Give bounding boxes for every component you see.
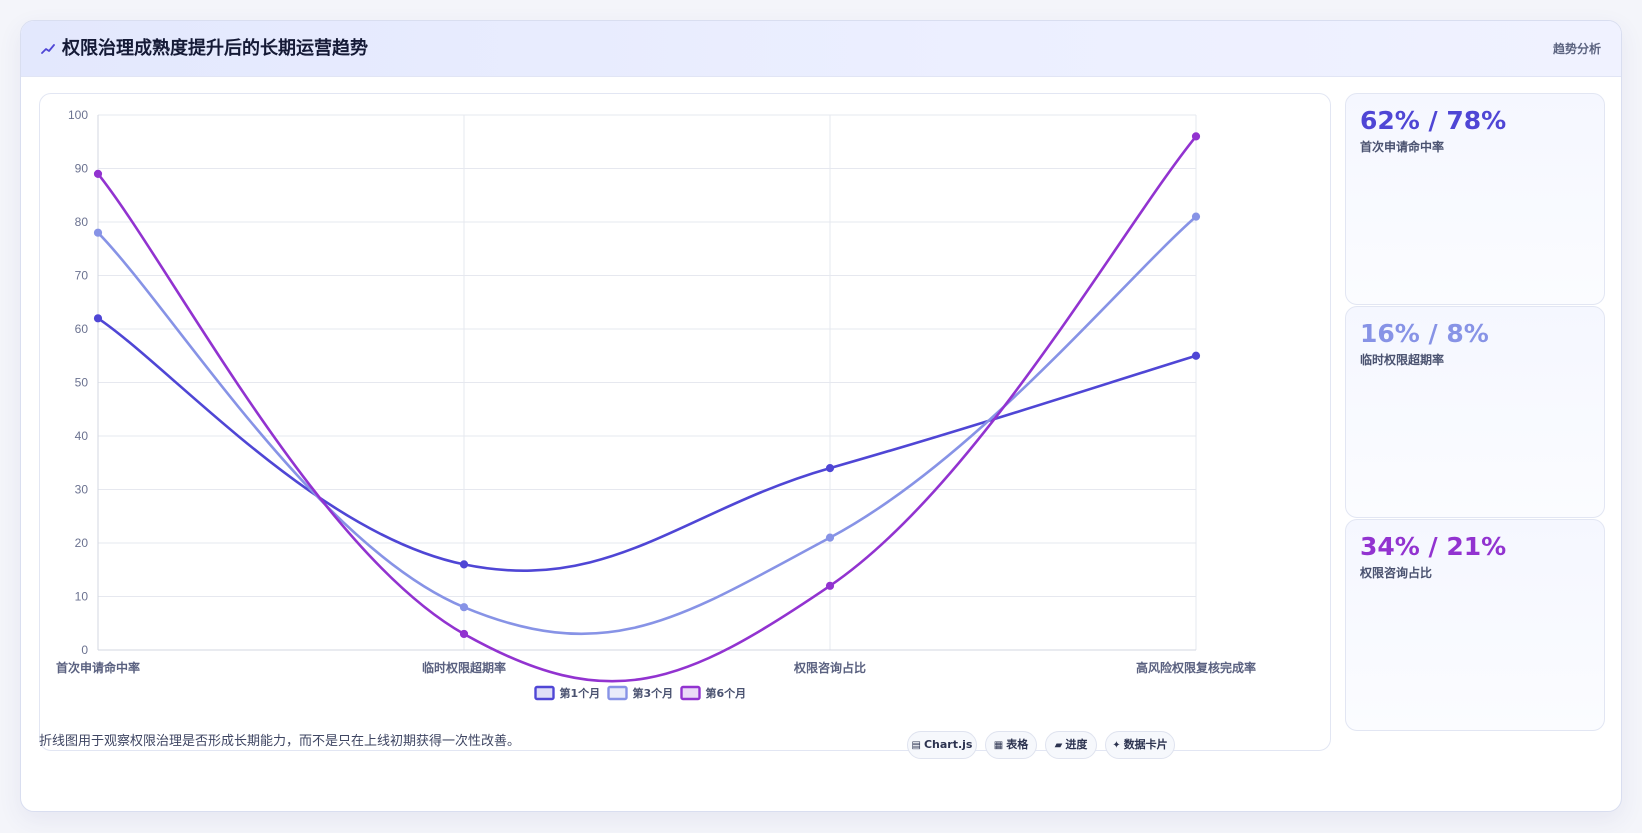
y-tick-label: 40 xyxy=(75,429,89,443)
sparkle-icon: ✦ xyxy=(1112,740,1121,751)
y-tick-label: 80 xyxy=(75,215,89,229)
card-header: 权限治理成熟度提升后的长期运营趋势 趋势分析 xyxy=(21,21,1621,77)
series-line-2[interactable] xyxy=(96,215,1198,636)
y-tick-label: 70 xyxy=(75,269,89,283)
y-tick-label: 60 xyxy=(75,322,89,336)
chip-table[interactable]: ▦ 表格 xyxy=(985,731,1037,759)
stat-value: 16% / 8% xyxy=(1360,319,1489,348)
y-tick-label: 50 xyxy=(75,376,89,390)
data-point[interactable] xyxy=(825,533,835,542)
table-icon: ▦ xyxy=(993,740,1004,751)
chip-data-card[interactable]: ✦ 数据卡片 xyxy=(1105,731,1175,759)
legend-item-2[interactable]: 第3个月 xyxy=(607,685,674,701)
stat-card-hit-rate: 62% / 78% 首次申请命中率 xyxy=(1345,93,1605,305)
y-tick-label: 100 xyxy=(68,108,88,122)
chart-icon: ▤ xyxy=(911,740,921,751)
y-tick-label: 90 xyxy=(75,162,89,176)
legend-swatch xyxy=(680,685,701,701)
stat-card-overdue-rate: 16% / 8% 临时权限超期率 xyxy=(1345,306,1605,518)
stat-label: 首次申请命中率 xyxy=(1360,140,1445,154)
y-tick-label: 30 xyxy=(75,483,89,497)
chart-panel: 0 10 20 30 40 50 60 70 80 90 100 首次申请命中率 临时权限超期率 权限咨询… xyxy=(39,93,1331,751)
x-tick-label: 高风险权限复核完成率 xyxy=(1136,660,1256,675)
trend-card: 权限治理成熟度提升后的长期运营趋势 趋势分析 0 10 20 30 40 50 60 70 80… xyxy=(20,20,1622,812)
data-point[interactable] xyxy=(1191,212,1201,221)
data-point[interactable] xyxy=(459,629,469,639)
x-tick-label: 临时权限超期率 xyxy=(422,660,506,675)
legend-item-1[interactable]: 第1个月 xyxy=(534,685,601,701)
legend-label: 第3个月 xyxy=(633,686,674,700)
stat-value: 34% / 21% xyxy=(1360,532,1507,561)
data-point[interactable] xyxy=(93,314,103,323)
stat-value: 62% / 78% xyxy=(1360,106,1507,135)
line-chart: 0 10 20 30 40 50 60 70 80 90 100 首次申请命中率 临时权限超期率 权限咨询… xyxy=(56,108,1256,701)
page-title: 权限治理成熟度提升后的长期运营趋势 xyxy=(62,38,368,59)
data-point[interactable] xyxy=(1191,132,1201,141)
data-point[interactable] xyxy=(93,228,103,237)
trend-line-icon xyxy=(41,44,55,54)
legend-label: 第6个月 xyxy=(706,686,747,700)
series-line-1[interactable] xyxy=(96,317,1198,572)
series-line-3[interactable] xyxy=(96,135,1198,683)
data-point[interactable] xyxy=(825,581,835,590)
footer-note: 折线图用于观察权限治理是否形成长期能力，而不是只在上线初期获得一次性改善。 xyxy=(39,734,521,749)
stat-label: 临时权限超期率 xyxy=(1360,353,1445,367)
data-point[interactable] xyxy=(93,169,103,178)
trend-analysis-tag[interactable]: 趋势分析 xyxy=(1552,42,1601,56)
y-tick-label: 20 xyxy=(75,536,89,550)
progress-icon: ▰ xyxy=(1054,740,1063,751)
x-tick-label: 权限咨询占比 xyxy=(793,660,866,675)
stat-label: 权限咨询占比 xyxy=(1360,566,1433,580)
chip-progress[interactable]: ▰ 进度 xyxy=(1045,731,1097,759)
data-point[interactable] xyxy=(825,464,835,473)
legend-swatch xyxy=(607,685,628,701)
legend-label: 第1个月 xyxy=(560,686,601,700)
data-point[interactable] xyxy=(459,603,469,612)
chip-chartjs[interactable]: ▤ Chart.js xyxy=(907,731,977,759)
data-point[interactable] xyxy=(459,560,469,569)
x-tick-label: 首次申请命中率 xyxy=(56,660,140,675)
data-point[interactable] xyxy=(1191,351,1201,360)
legend-swatch xyxy=(534,685,555,701)
legend-item-3[interactable]: 第6个月 xyxy=(680,685,747,701)
y-tick-label: 0 xyxy=(81,643,88,657)
y-tick-label: 10 xyxy=(75,590,89,604)
stat-card-inquiry-ratio: 34% / 21% 权限咨询占比 xyxy=(1345,519,1605,731)
